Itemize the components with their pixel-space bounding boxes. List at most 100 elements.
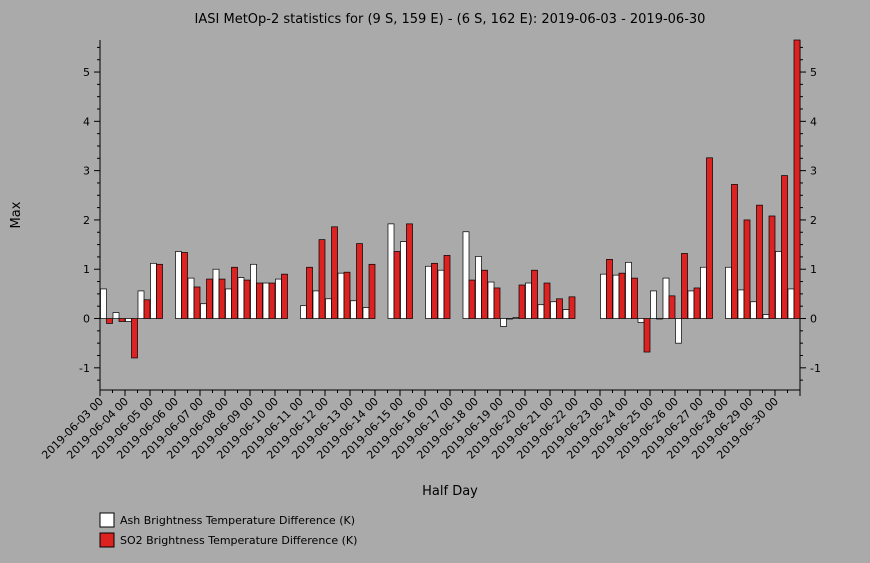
ash-bar (425, 265, 432, 319)
so2-bar (343, 271, 351, 319)
ash-bar (787, 288, 795, 319)
so2-bar (306, 266, 313, 319)
so2-bar (118, 318, 126, 322)
ash-bar (387, 223, 395, 319)
legend-swatch-so2 (99, 532, 115, 548)
so2-bar (543, 282, 551, 319)
ash-bar (150, 262, 157, 319)
so2-bar (781, 175, 788, 319)
y-axis-label: Max (9, 201, 24, 228)
ash-bar (312, 290, 320, 319)
so2-bar (356, 243, 363, 319)
so2-bar (681, 253, 688, 319)
y-tick-label-left: -1 (79, 362, 90, 375)
so2-bar (256, 282, 263, 319)
so2-bar (481, 269, 488, 319)
ash-bar (125, 318, 132, 322)
ash-bar (237, 277, 245, 319)
legend: Ash Brightness Temperature Difference (K… (99, 512, 357, 548)
ash-bar (487, 281, 495, 319)
y-tick-label-right: 1 (810, 263, 817, 276)
so2-bar (331, 226, 338, 319)
ash-bar (300, 305, 307, 319)
so2-bar (643, 318, 651, 353)
so2-bar (568, 296, 576, 319)
so2-bar (468, 279, 476, 319)
so2-bar (518, 284, 526, 319)
so2-bar (131, 318, 138, 359)
y-tick-label-left: 2 (83, 214, 90, 227)
ash-bar (475, 256, 482, 319)
so2-bar (406, 223, 413, 319)
ash-bar (500, 318, 507, 327)
so2-bar (631, 277, 638, 319)
legend-swatch-ash (99, 512, 115, 528)
ash-bar (612, 274, 620, 319)
so2-bar (368, 263, 376, 319)
ash-bar (275, 278, 282, 319)
ash-bar (512, 317, 520, 319)
so2-bar (443, 255, 451, 319)
y-tick-label-left: 0 (83, 313, 90, 326)
ash-bar (537, 304, 545, 319)
so2-bar (731, 184, 738, 319)
ash-bar (337, 272, 345, 319)
so2-bar (206, 278, 213, 319)
so2-bar (143, 299, 151, 319)
so2-bar (231, 266, 238, 319)
ash-bar (212, 268, 220, 319)
so2-bar (193, 286, 201, 319)
so2-bar (793, 39, 801, 319)
so2-bar (668, 295, 676, 319)
ash-bar (625, 261, 632, 319)
ash-bar (350, 300, 357, 319)
so2-bar (743, 219, 751, 319)
ash-bar (637, 318, 645, 323)
ash-bar (687, 290, 695, 319)
legend-label-so2: SO2 Brightness Temperature Difference (K… (120, 534, 357, 547)
y-tick-label-right: 5 (810, 66, 817, 79)
so2-bar (768, 215, 776, 319)
y-tick-label-left: 5 (83, 66, 90, 79)
so2-bar (756, 204, 763, 319)
ash-bar (437, 269, 445, 319)
ash-bar (187, 277, 195, 319)
y-tick-label-left: 1 (83, 263, 90, 276)
so2-bar (181, 252, 188, 319)
so2-bar (318, 239, 326, 319)
so2-bar (431, 262, 438, 319)
so2-bar (243, 279, 251, 319)
so2-bar (531, 269, 538, 319)
so2-bar (693, 287, 701, 319)
so2-bar (606, 259, 613, 319)
so2-bar (106, 318, 113, 324)
ash-bar (600, 273, 607, 319)
ash-bar (200, 303, 207, 319)
y-tick-label-right: -1 (810, 362, 821, 375)
y-tick-label-right: 3 (810, 165, 817, 178)
ash-bar (562, 309, 570, 319)
ash-bar (250, 263, 257, 319)
ash-bar (462, 231, 470, 319)
so2-bar (218, 278, 226, 319)
so2-bar (268, 282, 276, 319)
ash-bar (550, 301, 557, 319)
ash-bar (112, 312, 120, 319)
ash-bar (675, 318, 682, 344)
so2-bar (393, 251, 401, 319)
ash-bar (325, 298, 332, 319)
ash-bar (137, 290, 145, 319)
ash-bar (725, 266, 732, 319)
ash-bar (262, 282, 270, 319)
ash-bar (700, 266, 707, 319)
y-tick-label-right: 2 (810, 214, 817, 227)
y-tick-label-left: 4 (83, 115, 90, 128)
so2-bar (656, 318, 663, 320)
chart-title: IASI MetOp-2 statistics for (9 S, 159 E)… (195, 12, 706, 27)
ash-bar (362, 307, 370, 319)
y-tick-label-right: 0 (810, 313, 817, 326)
ash-bar (525, 282, 532, 319)
ash-bar (175, 251, 182, 319)
